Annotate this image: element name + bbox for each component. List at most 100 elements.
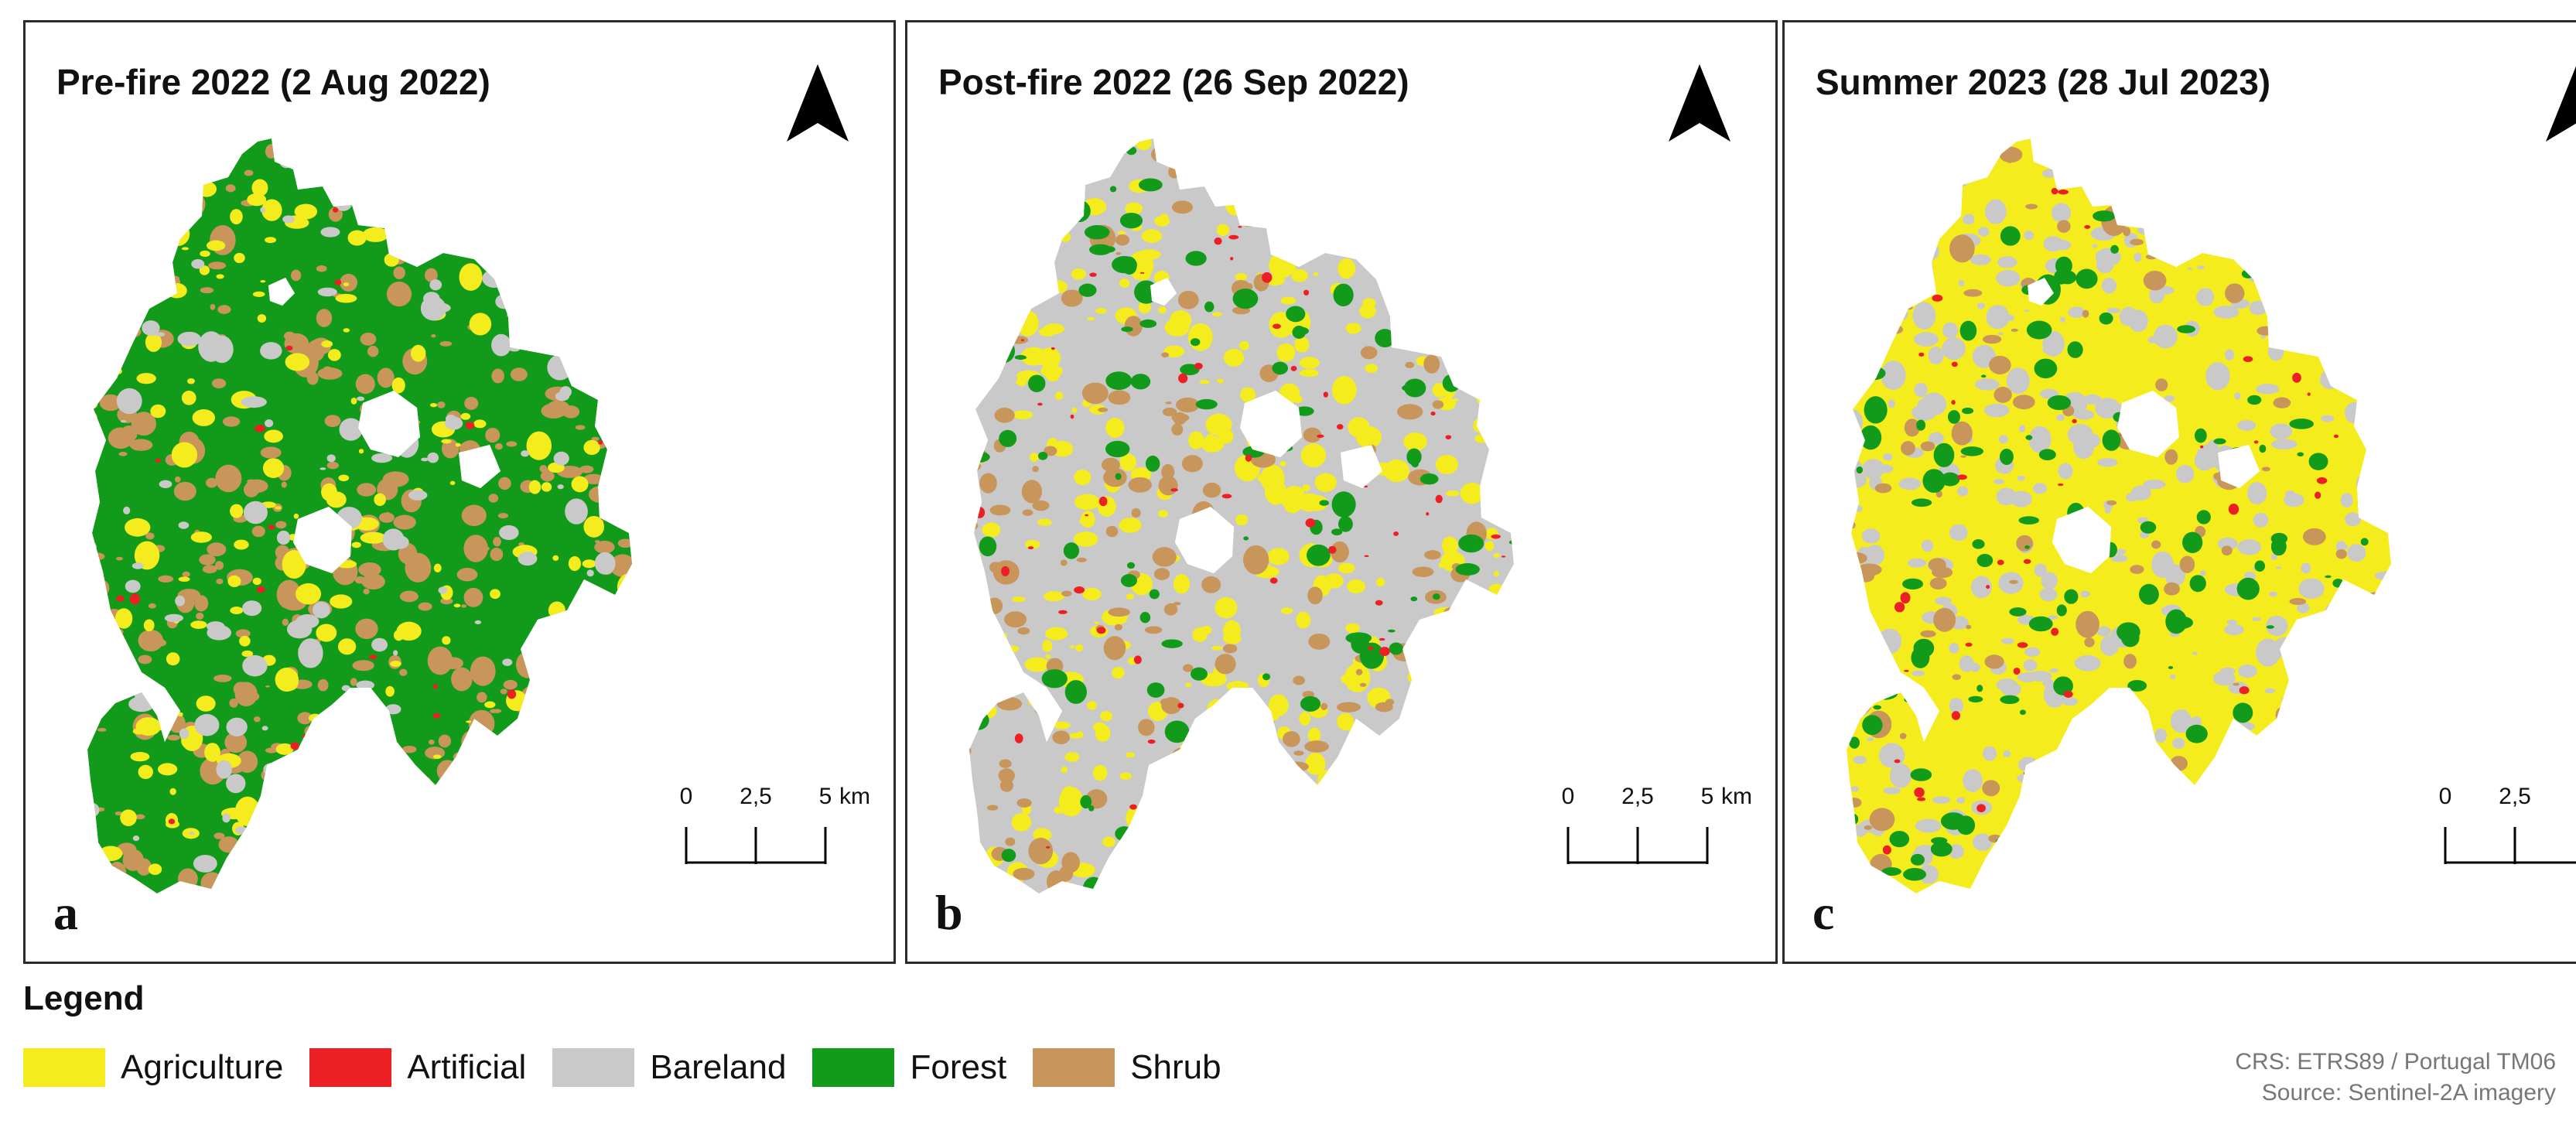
land-cover-bareland xyxy=(1848,657,1870,675)
land-cover-forest xyxy=(999,429,1017,447)
land-cover-forest xyxy=(1389,255,1397,263)
panel-letter: a xyxy=(53,885,78,940)
land-cover-shrub xyxy=(168,275,180,282)
land-cover-shrub xyxy=(1422,170,1429,176)
land-cover-shrub xyxy=(297,712,313,725)
land-cover-bareland xyxy=(538,634,559,657)
land-cover-agriculture xyxy=(455,442,461,447)
land-cover-bareland xyxy=(2288,777,2301,791)
land-cover-forest xyxy=(969,710,989,730)
land-cover-agriculture xyxy=(384,181,398,196)
land-cover-shrub xyxy=(1238,821,1244,827)
land-cover-artificial xyxy=(1375,600,1383,606)
land-cover-bareland xyxy=(507,312,513,318)
land-cover-shrub xyxy=(1115,234,1130,246)
land-cover-shrub xyxy=(1171,413,1190,422)
land-cover-agriculture xyxy=(1299,712,1311,726)
land-cover-area xyxy=(1847,138,2391,905)
land-cover-agriculture xyxy=(1231,856,1239,863)
land-cover-shrub xyxy=(437,401,446,408)
land-cover-agriculture xyxy=(360,531,387,544)
land-cover-shrub xyxy=(579,465,594,473)
land-cover-agriculture xyxy=(583,439,600,456)
land-cover-shrub xyxy=(1138,719,1155,736)
land-cover-agriculture xyxy=(1327,202,1345,217)
land-cover-bareland xyxy=(2172,899,2178,905)
land-cover-shrub xyxy=(2263,260,2280,278)
land-cover-shrub xyxy=(173,481,196,501)
land-cover-forest xyxy=(1930,841,1952,857)
land-cover-agriculture xyxy=(136,373,156,384)
land-cover-agriculture xyxy=(1157,510,1168,518)
land-cover-bareland xyxy=(2024,231,2034,241)
land-cover-shrub xyxy=(121,425,138,442)
map-panel-a: Pre-fire 2022 (2 Aug 2022) 0 2,5 5 km a xyxy=(23,20,896,964)
land-cover-bareland xyxy=(347,163,359,173)
land-cover-agriculture xyxy=(1345,323,1361,334)
land-cover-agriculture xyxy=(1467,803,1493,825)
land-cover-forest xyxy=(1889,831,1910,848)
legend-swatch xyxy=(552,1048,635,1087)
land-cover-shrub xyxy=(468,709,495,737)
land-cover-agriculture xyxy=(345,138,365,144)
legend: Agriculture Artificial Bareland Forest S… xyxy=(23,1044,1248,1091)
land-cover-shrub xyxy=(2304,620,2326,639)
land-cover-agriculture xyxy=(1345,623,1360,634)
land-cover-bareland xyxy=(366,159,381,174)
legend-label: Forest xyxy=(910,1048,1007,1086)
land-cover-agriculture xyxy=(1389,792,1415,812)
land-cover-agriculture xyxy=(294,203,318,220)
land-cover-bareland xyxy=(2354,805,2362,809)
land-cover-artificial xyxy=(2120,432,2129,437)
land-cover-forest xyxy=(2138,583,2159,605)
land-cover-shrub xyxy=(87,827,97,836)
land-cover-bareland xyxy=(2332,149,2349,168)
land-cover-agriculture xyxy=(1053,721,1071,730)
land-cover-shrub xyxy=(1424,550,1441,560)
land-cover-artificial xyxy=(2369,163,2379,171)
land-cover-agriculture xyxy=(251,179,268,197)
land-cover-shrub xyxy=(1238,138,1265,156)
land-cover-artificial xyxy=(2017,642,2028,648)
land-cover-shrub xyxy=(1935,490,1942,498)
land-cover-bareland xyxy=(2258,743,2274,755)
land-cover-shrub xyxy=(1331,541,1349,563)
land-cover-agriculture xyxy=(1064,752,1080,762)
land-cover-agriculture xyxy=(169,788,176,795)
land-cover-shrub xyxy=(2257,326,2275,336)
land-cover-agriculture xyxy=(441,439,452,444)
land-cover-shrub xyxy=(357,483,377,497)
land-cover-forest xyxy=(2106,781,2129,805)
land-cover-agriculture xyxy=(1280,296,1297,305)
land-cover-bareland xyxy=(2349,187,2355,194)
land-cover-shrub xyxy=(611,688,632,707)
land-cover-forest xyxy=(1389,642,1403,655)
land-cover-agriculture xyxy=(603,401,614,410)
land-cover-shrub xyxy=(317,678,329,692)
land-cover-forest xyxy=(2339,601,2352,610)
land-cover-agriculture xyxy=(1307,727,1321,743)
land-cover-agriculture xyxy=(337,638,357,655)
land-cover-bareland xyxy=(2099,635,2119,656)
land-cover-agriculture xyxy=(1262,764,1283,784)
land-cover-bareland xyxy=(2106,307,2120,314)
land-cover-bareland xyxy=(579,242,599,262)
land-cover-agriculture xyxy=(545,179,565,201)
land-cover-forest xyxy=(2192,890,2202,894)
land-cover-shrub xyxy=(619,564,630,570)
land-cover-bareland xyxy=(2062,697,2079,706)
land-cover-bareland xyxy=(2340,288,2347,296)
land-cover-agriculture xyxy=(1348,726,1358,733)
land-cover-shrub xyxy=(498,477,511,490)
land-cover-bareland xyxy=(571,617,583,623)
land-cover-bareland xyxy=(2060,873,2074,880)
land-cover-agriculture xyxy=(415,816,427,822)
land-cover-bareland xyxy=(2375,299,2391,308)
land-cover-forest xyxy=(1001,849,1016,863)
land-cover-bareland xyxy=(613,237,621,241)
land-cover-bareland xyxy=(191,259,205,269)
land-cover-bareland xyxy=(2101,278,2117,294)
land-cover-shrub xyxy=(116,265,133,276)
land-cover-shrub xyxy=(456,568,478,582)
land-cover-shrub xyxy=(2114,179,2139,200)
